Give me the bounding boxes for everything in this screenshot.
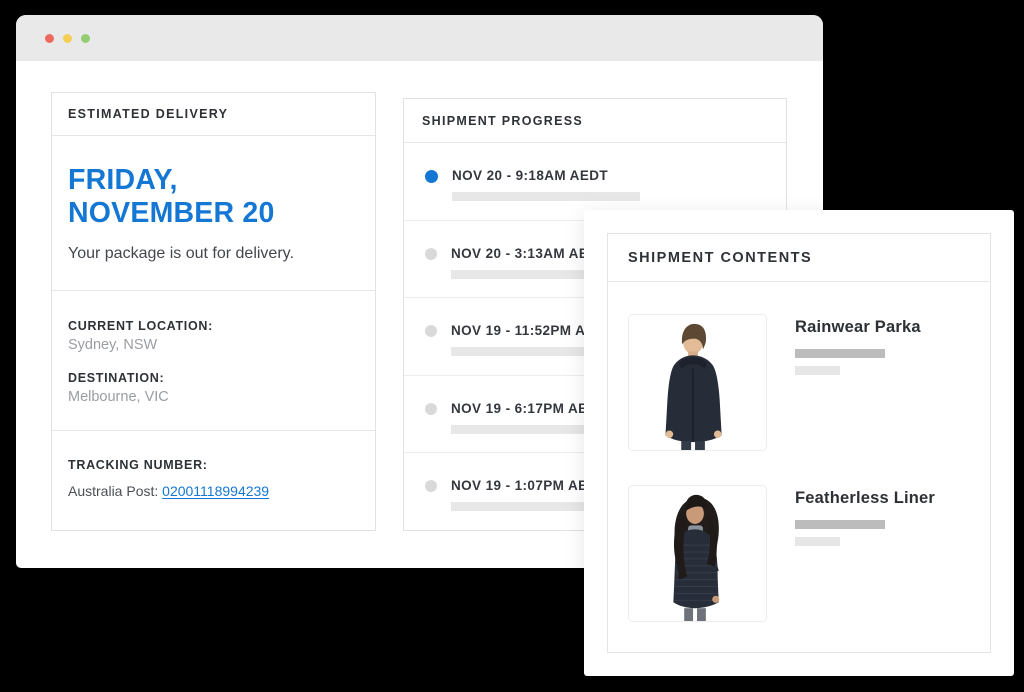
current-location-value: Sydney, NSW xyxy=(68,337,158,353)
delivery-date-line2: NOVEMBER 20 xyxy=(68,197,275,230)
tracking-number-label: TRACKING NUMBER: xyxy=(68,458,208,472)
timeline-event-timestamp: NOV 20 - 3:13AM AEDT xyxy=(451,245,608,261)
timeline-event-placeholder-bar xyxy=(451,502,639,512)
zoom-window-button[interactable] xyxy=(81,33,90,43)
timeline-event-placeholder-bar xyxy=(451,347,639,357)
timeline-dot-icon xyxy=(425,325,437,338)
timeline-event-placeholder-bar xyxy=(452,192,640,201)
featherless-liner-photo-illustration xyxy=(629,486,766,621)
minimize-window-button[interactable] xyxy=(63,33,72,43)
product-name: Rainwear Parka xyxy=(795,318,921,336)
carrier-label: Australia Post: xyxy=(68,483,159,499)
shipment-progress-title: SHIPMENT PROGRESS xyxy=(422,113,584,128)
rainwear-parka-photo-illustration xyxy=(629,315,766,450)
product-placeholder-bar-primary xyxy=(795,349,885,358)
timeline-event-body: NOV 19 - 11:52PM AEDT xyxy=(451,323,639,357)
product-row-featherless-liner: Featherless Liner xyxy=(628,485,970,622)
timeline-event-body: NOV 20 - 3:13AM AEDT xyxy=(451,246,639,279)
timeline-event-placeholder-bar xyxy=(451,424,639,434)
product-info: Rainwear Parka xyxy=(795,314,921,451)
timeline-event-body: NOV 19 - 6:17PM AEDT xyxy=(451,401,639,434)
timeline-event-placeholder-bar xyxy=(451,269,639,279)
timeline-event-row: NOV 20 - 9:18AM AEDT xyxy=(404,143,786,221)
tracking-section: TRACKING NUMBER: Australia Post: 0200111… xyxy=(52,431,375,499)
shipment-timeline: NOV 20 - 9:18AM AEDT NOV 20 - 3:13AM AED… xyxy=(404,143,786,530)
product-placeholder-bar-secondary xyxy=(795,537,840,546)
timeline-dot-icon xyxy=(425,402,437,415)
timeline-dot-icon xyxy=(425,480,437,493)
locations-section: CURRENT LOCATION: Sydney, NSW DESTINATIO… xyxy=(52,291,375,431)
shipment-contents-panel: SHIPMENT CONTENTS xyxy=(584,210,1014,676)
estimated-delivery-header: ESTIMATED DELIVERY xyxy=(52,93,375,136)
timeline-dot-icon xyxy=(425,247,437,260)
destination-label: DESTINATION: xyxy=(68,371,165,385)
timeline-dot-active-icon xyxy=(425,169,438,183)
tracking-number-link[interactable]: 02001118994239 xyxy=(162,483,270,499)
destination-value: Melbourne, VIC xyxy=(68,389,169,405)
estimated-delivery-panel: ESTIMATED DELIVERY FRIDAY, NOVEMBER 20 Y… xyxy=(51,92,376,531)
estimated-delivery-title: ESTIMATED DELIVERY xyxy=(68,107,229,121)
shipment-contents-header: SHIPMENT CONTENTS xyxy=(608,234,990,282)
tracking-number-line: Australia Post: 02001118994239 xyxy=(68,483,359,499)
product-list: Rainwear Parka xyxy=(608,282,990,622)
timeline-event-timestamp: NOV 19 - 1:07PM AEDT xyxy=(451,478,607,494)
shipment-contents-card: SHIPMENT CONTENTS xyxy=(607,233,991,653)
timeline-event-timestamp: NOV 20 - 9:18AM AEDT xyxy=(452,168,609,183)
timeline-event-body: NOV 20 - 9:18AM AEDT xyxy=(452,168,640,201)
timeline-event-row: NOV 19 - 1:07PM AEDT xyxy=(404,453,786,530)
delivery-date-line1: FRIDAY, xyxy=(68,164,178,196)
product-placeholder-bar-secondary xyxy=(795,366,840,375)
product-photo-rainwear-parka xyxy=(628,314,767,451)
timeline-event-timestamp: NOV 19 - 6:17PM AEDT xyxy=(451,400,607,416)
shipment-contents-title: SHIPMENT CONTENTS xyxy=(628,249,813,266)
delivery-status-message: Your package is out for delivery. xyxy=(68,244,294,262)
current-location-label: CURRENT LOCATION: xyxy=(68,319,213,333)
product-photo-featherless-liner xyxy=(628,485,767,622)
product-row-rainwear-parka: Rainwear Parka xyxy=(628,314,970,451)
product-placeholder-bar-primary xyxy=(795,520,885,529)
delivery-date-section: FRIDAY, NOVEMBER 20 Your package is out … xyxy=(52,136,375,291)
timeline-event-body: NOV 19 - 1:07PM AEDT xyxy=(451,478,639,512)
window-titlebar xyxy=(16,15,823,61)
product-info: Featherless Liner xyxy=(795,485,935,622)
close-window-button[interactable] xyxy=(45,33,54,43)
product-name: Featherless Liner xyxy=(795,489,936,507)
shipment-progress-header: SHIPMENT PROGRESS xyxy=(404,99,786,143)
delivery-date: FRIDAY, NOVEMBER 20 xyxy=(68,164,359,231)
timeline-event-timestamp: NOV 19 - 11:52PM AEDT xyxy=(451,323,614,339)
